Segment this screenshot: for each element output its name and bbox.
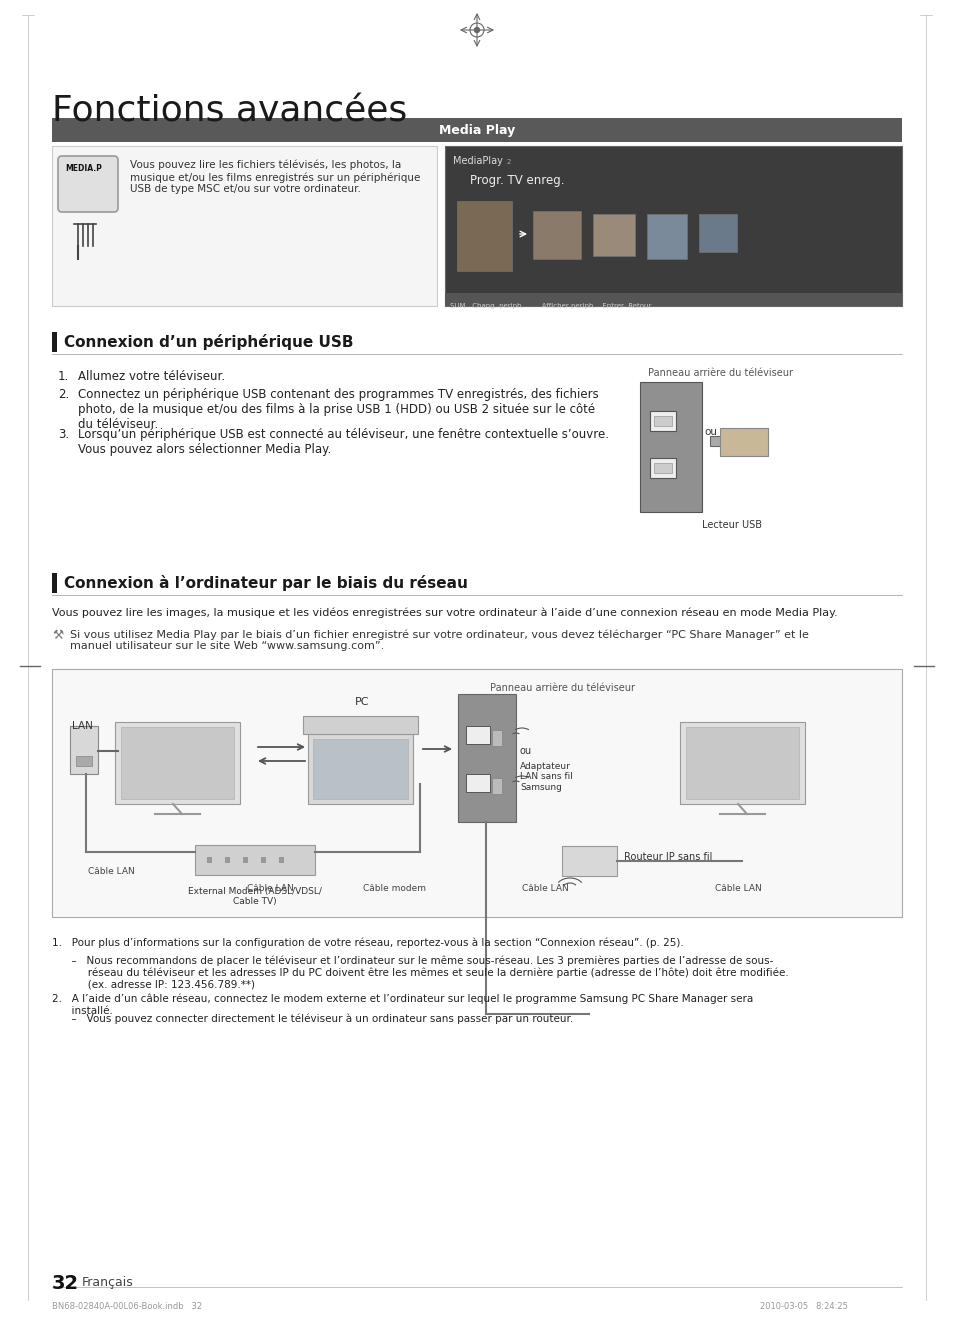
Bar	[654, 416, 671, 425]
Text: Panneau arrière du téléviseur: Panneau arrière du téléviseur	[647, 369, 792, 378]
Text: ou: ou	[703, 427, 717, 437]
Bar	[646, 214, 686, 259]
Text: Lorsqu’un périphérique USB est connecté au téléviseur, une fenêtre contextuelle : Lorsqu’un périphérique USB est connecté …	[78, 428, 608, 456]
Text: Français: Français	[82, 1276, 133, 1289]
Text: ou: ou	[519, 746, 532, 756]
Bar	[561, 845, 617, 876]
Bar	[649, 411, 676, 431]
Text: Progr. TV enreg.: Progr. TV enreg.	[470, 174, 564, 188]
Text: BN68-02840A-00L06-Book.indb   32: BN68-02840A-00L06-Book.indb 32	[52, 1303, 202, 1310]
Bar	[52, 118, 901, 141]
Circle shape	[474, 28, 479, 33]
Bar	[70, 727, 98, 774]
Text: –   Nous recommandons de placer le téléviseur et l’ordinateur sur le même sous-r: – Nous recommandons de placer le télévis…	[52, 955, 788, 989]
Bar	[243, 857, 248, 863]
Bar	[261, 857, 266, 863]
Bar	[121, 727, 233, 799]
Bar	[313, 738, 408, 799]
Text: Adaptateur
LAN sans fil
Samsung: Adaptateur LAN sans fil Samsung	[519, 762, 572, 791]
Text: Câble LAN: Câble LAN	[521, 884, 568, 893]
Text: 1.: 1.	[58, 370, 70, 383]
Bar	[492, 731, 501, 746]
Text: Allumez votre téléviseur.: Allumez votre téléviseur.	[78, 370, 225, 383]
Bar	[639, 382, 701, 513]
Text: 2.: 2.	[58, 388, 70, 402]
Text: Connectez un périphérique USB contenant des programmes TV enregistrés, des fichi: Connectez un périphérique USB contenant …	[78, 388, 598, 431]
Bar	[699, 214, 737, 252]
Text: MEDIA.P: MEDIA.P	[65, 164, 102, 173]
Bar	[679, 723, 804, 804]
Text: –   Vous pouvez connecter directement le téléviseur à un ordinateur sans passer : – Vous pouvez connecter directement le t…	[52, 1013, 573, 1024]
Bar	[225, 857, 230, 863]
Bar	[465, 727, 490, 744]
Text: Fonctions avancées: Fonctions avancées	[52, 95, 407, 129]
Bar	[593, 214, 635, 256]
Bar	[52, 332, 57, 351]
Text: External Modem (ADSL/VDSL/
Cable TV): External Modem (ADSL/VDSL/ Cable TV)	[188, 886, 321, 906]
Text: Câble LAN: Câble LAN	[714, 884, 760, 893]
Bar	[654, 462, 671, 473]
Text: Si vous utilisez Media Play par le biais d’un fichier enregistré sur votre ordin: Si vous utilisez Media Play par le biais…	[70, 629, 808, 651]
Text: Câble LAN: Câble LAN	[247, 884, 294, 893]
Text: SUM   Chang. periph.        Afficher periph.   Entrer  Retour: SUM Chang. periph. Afficher periph. Entr…	[450, 303, 651, 309]
Text: LAN: LAN	[71, 721, 92, 731]
Text: Routeur IP sans fil: Routeur IP sans fil	[623, 852, 712, 863]
Text: Vous pouvez lire les images, la musique et les vidéos enregistrées sur votre ord: Vous pouvez lire les images, la musique …	[52, 608, 837, 618]
Bar	[444, 293, 901, 306]
Text: Câble modem: Câble modem	[363, 884, 426, 893]
Bar	[278, 857, 284, 863]
Bar	[456, 201, 512, 271]
Bar	[52, 147, 436, 306]
Text: Panneau arrière du téléviseur: Panneau arrière du téléviseur	[490, 683, 635, 694]
Text: Vous pouvez lire les fichiers télévisés, les photos, la
musique et/ou les films : Vous pouvez lire les fichiers télévisés,…	[130, 160, 420, 194]
Bar	[52, 668, 901, 917]
Text: 32: 32	[52, 1273, 79, 1293]
Bar	[207, 857, 212, 863]
Bar	[52, 573, 57, 593]
Bar	[457, 694, 516, 822]
Bar	[76, 756, 91, 766]
Bar	[444, 147, 901, 306]
Bar	[115, 723, 240, 804]
Text: 2.   A l’aide d’un câble réseau, connectez le modem externe et l’ordinateur sur : 2. A l’aide d’un câble réseau, connectez…	[52, 993, 753, 1016]
Bar	[194, 845, 314, 875]
FancyBboxPatch shape	[58, 156, 118, 211]
Text: 3.: 3.	[58, 428, 69, 441]
Text: MediaPlay: MediaPlay	[453, 156, 502, 166]
Text: 1.   Pour plus d’informations sur la configuration de votre réseau, reportez-vou: 1. Pour plus d’informations sur la confi…	[52, 937, 683, 947]
Bar	[709, 436, 721, 446]
Text: Connexion à l’ordinateur par le biais du réseau: Connexion à l’ordinateur par le biais du…	[64, 575, 467, 590]
Bar	[465, 774, 490, 793]
Text: Lecteur USB: Lecteur USB	[701, 520, 761, 530]
Text: ⚒: ⚒	[52, 629, 63, 642]
Bar	[720, 428, 767, 456]
Bar	[649, 458, 676, 478]
Text: 2: 2	[506, 159, 511, 165]
Text: 2010-03-05   8:24:25: 2010-03-05 8:24:25	[760, 1303, 847, 1310]
Bar	[685, 727, 799, 799]
Text: PC: PC	[355, 697, 369, 707]
Bar	[533, 211, 580, 259]
Bar	[308, 734, 413, 804]
Bar	[303, 716, 417, 734]
Text: Media Play: Media Play	[438, 124, 515, 137]
Text: Câble LAN: Câble LAN	[88, 867, 134, 876]
Bar	[492, 778, 501, 794]
Text: Connexion d’un périphérique USB: Connexion d’un périphérique USB	[64, 334, 354, 350]
